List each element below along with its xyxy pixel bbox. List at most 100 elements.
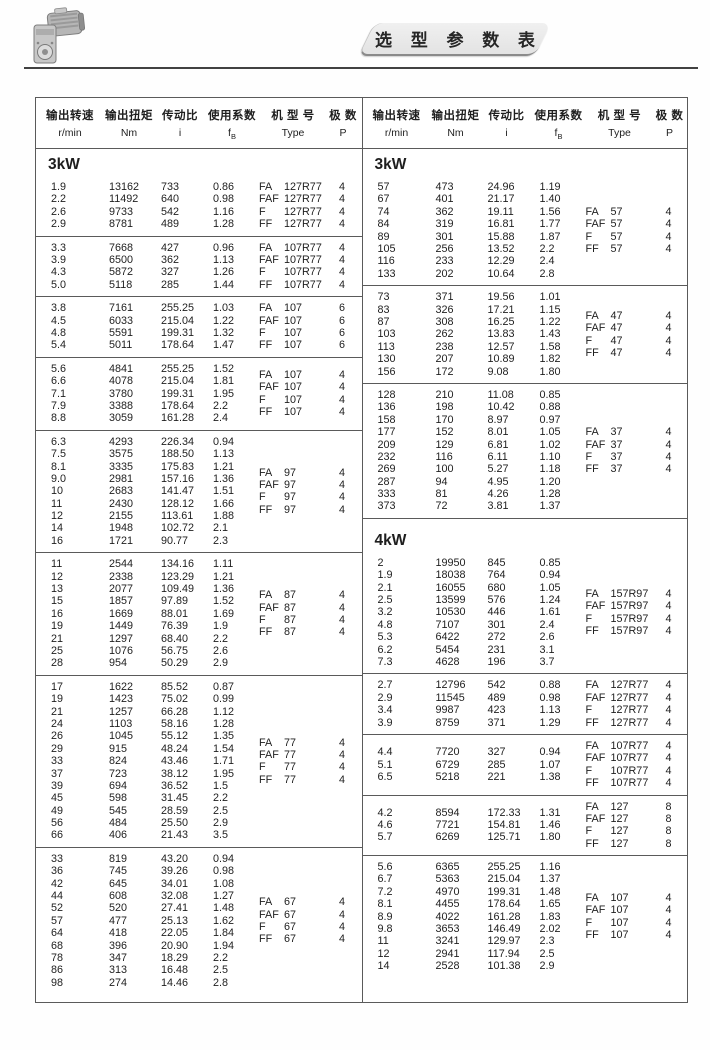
- cell: 158: [377, 413, 396, 426]
- cell: 2.5: [539, 947, 555, 960]
- cell: 1.13: [213, 448, 235, 461]
- type-prefix: FF: [259, 218, 273, 231]
- type-row: FAF 37 4: [586, 439, 679, 451]
- type-label: FAF 127: [586, 813, 659, 825]
- cell: 9987: [435, 704, 460, 717]
- type-size: 127R77: [610, 704, 649, 717]
- type-label: FA 127R77: [586, 679, 659, 691]
- cell: 1423: [109, 693, 134, 706]
- type-row: FA 107R77 4: [259, 242, 352, 254]
- cell: 0.85: [539, 388, 561, 401]
- cell: 1.71: [213, 755, 235, 768]
- type-label: FF 107: [586, 929, 659, 941]
- data-block: 3.3 7668 427 0.96 3.9 6500 362 1.13 4.3 5872 327 1.…: [36, 237, 362, 298]
- cell: 25.13: [161, 914, 189, 927]
- cell: 38.12: [161, 767, 189, 780]
- cell: 19950: [435, 556, 466, 569]
- type-prefix: FAF: [585, 600, 606, 613]
- type-row: F 107 4: [586, 917, 679, 929]
- type-row: FA 107R77 4: [586, 740, 679, 752]
- cell: 3.5: [213, 829, 229, 842]
- cell: 13162: [109, 181, 140, 194]
- cell: 1.29: [539, 716, 561, 729]
- type-size: 57: [610, 205, 623, 218]
- cell: 36.52: [161, 779, 189, 792]
- cell: 36: [51, 865, 64, 878]
- type-label: FAF 127R77: [259, 193, 332, 205]
- cell: 3.7: [539, 655, 555, 668]
- cell: 2.2: [213, 792, 229, 805]
- data-rows: 2 19950 845 0.85 1.9 18038 764 0.94 2.1 16055 680 1…: [378, 557, 586, 669]
- cell: 1.52: [213, 595, 235, 608]
- type-label: F 127R77: [586, 704, 659, 716]
- cell: 146.49: [487, 923, 521, 936]
- type-size: 67: [284, 908, 297, 921]
- cell: 19: [51, 693, 64, 706]
- poles-value: 4: [665, 438, 672, 451]
- type-label: FA 87: [259, 589, 332, 601]
- cell: 26: [51, 730, 64, 743]
- poles-value: 4: [665, 777, 672, 790]
- cell: 520: [109, 902, 128, 915]
- cell: 11: [51, 558, 63, 571]
- type-prefix: FF: [259, 278, 273, 291]
- cell: 3.1: [539, 643, 555, 656]
- type-prefix: FA: [259, 589, 273, 602]
- cell: 178.64: [161, 339, 195, 352]
- cell: 3575: [109, 448, 134, 461]
- cell: 11492: [109, 193, 139, 206]
- cell: 9733: [109, 205, 134, 218]
- cell: 5.6: [377, 861, 393, 874]
- data-rows: 6.3 4293 226.34 0.94 7.5 3575 188.50 1.13 8.1 333…: [51, 436, 259, 548]
- type-row: F 127 8: [586, 825, 679, 837]
- cell: 161.28: [487, 910, 521, 923]
- cell: 1.51: [213, 485, 235, 498]
- cell: 12796: [435, 679, 466, 692]
- cell: 134.16: [161, 558, 195, 571]
- type-label: F 47: [586, 335, 659, 347]
- type-prefix: FF: [585, 777, 599, 790]
- cell: 1.88: [213, 510, 235, 523]
- column-header-unit: fB: [554, 127, 563, 142]
- type-list: FA 107R77 4 FAF 107R77 4 F 107R77 4 FF 107R77 4: [586, 740, 679, 790]
- type-size: 107R77: [284, 241, 322, 254]
- poles-value: 4: [338, 479, 345, 492]
- cell: 14: [377, 960, 390, 973]
- cell: 1.40: [539, 193, 561, 206]
- type-size: 127R77: [284, 205, 322, 218]
- cell: 19: [51, 620, 64, 633]
- type-label: FAF 67: [259, 909, 332, 921]
- cell: 313: [109, 964, 128, 977]
- cell: 231: [487, 643, 506, 656]
- data-rows: 4.4 7720 327 0.94 5.1 6729 285 1.07 6.5 5218 221 1.…: [378, 746, 586, 783]
- type-prefix: FAF: [259, 254, 279, 267]
- type-label: FA 127: [586, 801, 659, 813]
- poles-value: 4: [338, 920, 345, 933]
- cell: 2.02: [539, 923, 561, 936]
- type-prefix: FA: [259, 181, 273, 194]
- column-header-row: 输出转速 r/min 输出扭矩 Nm 传动比 i 使用系数 fB 机 型 号 Type 极 数 P: [362, 98, 687, 150]
- type-row: F 47 4: [586, 335, 679, 347]
- selection-parameter-table: 输出转速 r/min 输出扭矩 Nm 传动比 i 使用系数 fB 机 型 号 Type 极 数 P 3k…: [35, 97, 688, 1003]
- cell: 1.16: [539, 861, 561, 874]
- cell: 11: [51, 497, 63, 510]
- cell: 0.98: [539, 691, 561, 704]
- type-prefix: F: [259, 205, 266, 218]
- poles-value: 4: [665, 243, 672, 256]
- type-row: FA 57 4: [586, 206, 679, 218]
- data-block: 5.6 6365 255.25 1.16 6.7 5363 215.04 1.37 7.2 497…: [363, 856, 688, 978]
- type-prefix: FA: [585, 309, 599, 322]
- cell: 154.81: [487, 819, 521, 832]
- cell: 4.8: [51, 327, 67, 339]
- type-size: 157R97: [610, 612, 649, 625]
- type-size: 87: [284, 626, 297, 639]
- type-row: FF 107 4: [259, 406, 352, 418]
- cell: 39.26: [161, 865, 189, 878]
- type-row: F 67 4: [259, 921, 352, 933]
- cell: 1.9: [377, 569, 393, 582]
- type-label: FA 97: [259, 467, 332, 479]
- column-header-row: 输出转速 r/min 输出扭矩 Nm 传动比 i 使用系数 fB 机 型 号 Type 极 数 P: [36, 98, 362, 150]
- cell: 7107: [435, 618, 460, 631]
- type-size: 127: [610, 800, 629, 813]
- type-prefix: FAF: [259, 479, 279, 492]
